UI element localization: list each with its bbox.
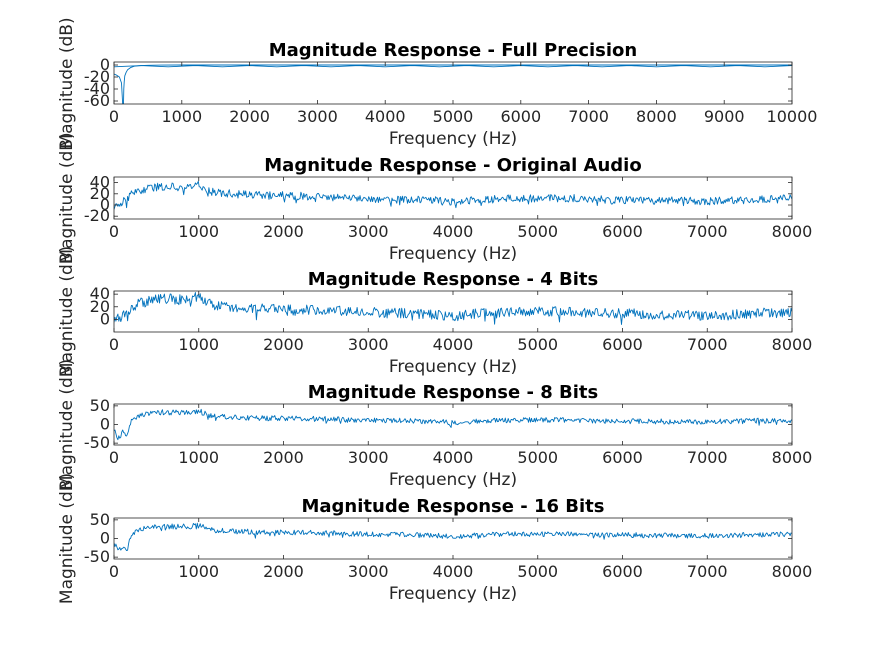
x-tick-label: 5000 <box>517 335 558 354</box>
y-axis-label: Magnitude (dB) <box>57 359 77 490</box>
series-line <box>114 180 792 210</box>
y-axis-label: Magnitude (dB) <box>57 17 77 148</box>
x-tick-label: 7000 <box>687 335 728 354</box>
x-tick-label: 3000 <box>297 107 338 126</box>
y-tick-label: 40 <box>90 284 110 303</box>
subplot-4: 0 1000 2000 3000 4000 5000 6000 7000 8000-50050M… <box>57 359 812 490</box>
plot-area <box>114 177 792 219</box>
y-tick-label: 0 <box>100 195 110 214</box>
series-line <box>114 522 792 552</box>
x-tick-label: 3000 <box>348 562 389 581</box>
chart-title: Magnitude Response - 16 Bits <box>301 496 604 517</box>
y-axis-label: Magnitude (dB) <box>57 246 77 377</box>
chart-title: Magnitude Response - Full Precision <box>269 40 637 61</box>
x-tick-label: 8000 <box>772 222 813 241</box>
x-tick-label: 10000 <box>767 107 818 126</box>
x-tick-label: 9000 <box>704 107 745 126</box>
x-tick-label: 2000 <box>263 562 304 581</box>
x-tick-label: 0 <box>109 335 119 354</box>
series-group <box>114 180 792 210</box>
plot-area <box>114 62 792 104</box>
y-tick-label: 50 <box>90 510 110 529</box>
series-line <box>114 292 792 325</box>
x-axis-label: Frequency (Hz) <box>389 470 517 490</box>
y-axis-label: Magnitude (dB) <box>57 473 77 604</box>
x-tick-label: 6000 <box>500 107 541 126</box>
x-tick-label: 4000 <box>365 107 406 126</box>
y-tick-label: 20 <box>90 297 110 316</box>
x-tick-label: 4000 <box>433 222 474 241</box>
x-axis-label: Frequency (Hz) <box>389 584 517 604</box>
x-tick-label: 7000 <box>568 107 609 126</box>
x-tick-label: 6000 <box>602 448 643 467</box>
x-tick-label: 4000 <box>433 335 474 354</box>
y-tick-label: 0 <box>100 309 110 328</box>
series-group <box>114 64 792 104</box>
x-tick-label: 8000 <box>772 562 813 581</box>
x-tick-label: 2000 <box>263 448 304 467</box>
chart-title: Magnitude Response - 8 Bits <box>308 382 598 403</box>
x-tick-label: 1000 <box>178 448 219 467</box>
x-tick-label: 3000 <box>348 222 389 241</box>
x-tick-label: 5000 <box>517 222 558 241</box>
x-tick-label: 5000 <box>517 562 558 581</box>
y-tick-label: 0 <box>100 415 110 434</box>
y-tick-label: 20 <box>90 184 110 203</box>
x-tick-label: 0 <box>109 107 119 126</box>
chart-title: Magnitude Response - 4 Bits <box>308 269 598 290</box>
x-axis-label: Frequency (Hz) <box>389 244 517 264</box>
subplot-5: 0 1000 2000 3000 4000 5000 6000 7000 8000-50050M… <box>57 473 812 604</box>
x-tick-label: 2000 <box>263 335 304 354</box>
plot-area <box>114 404 792 445</box>
series-group <box>114 408 792 441</box>
x-tick-label: 3000 <box>348 335 389 354</box>
x-tick-label: 0 <box>109 562 119 581</box>
x-tick-label: 2000 <box>229 107 270 126</box>
x-tick-label: 1000 <box>161 107 202 126</box>
series-line <box>114 408 792 441</box>
subplot-1: 0 1000 2000 3000 4000 5000 6000 7000 8000 9000 100… <box>57 17 817 149</box>
plot-area <box>114 291 792 332</box>
x-tick-label: 2000 <box>263 222 304 241</box>
y-tick-label: -40 <box>84 79 110 98</box>
x-tick-label: 1000 <box>178 222 219 241</box>
y-tick-label: 0 <box>100 529 110 548</box>
x-tick-label: 8000 <box>772 448 813 467</box>
series-line <box>114 65 792 68</box>
y-tick-label: -50 <box>84 433 110 452</box>
chart-title: Magnitude Response - Original Audio <box>264 155 641 176</box>
x-tick-label: 0 <box>109 448 119 467</box>
x-tick-label: 5000 <box>517 448 558 467</box>
y-tick-label: 40 <box>90 173 110 192</box>
x-tick-label: 7000 <box>687 562 728 581</box>
y-tick-label: -20 <box>84 206 110 225</box>
x-tick-label: 4000 <box>433 562 474 581</box>
y-tick-label: 50 <box>90 396 110 415</box>
x-tick-label: 6000 <box>602 562 643 581</box>
x-tick-label: 3000 <box>348 448 389 467</box>
x-tick-label: 5000 <box>433 107 474 126</box>
series-group <box>114 522 792 552</box>
y-tick-label: -50 <box>84 547 110 566</box>
x-tick-label: 1000 <box>178 335 219 354</box>
x-tick-label: 8000 <box>772 335 813 354</box>
y-tick-label: 0 <box>100 55 110 74</box>
x-tick-label: 7000 <box>687 222 728 241</box>
y-axis-label: Magnitude (dB) <box>57 132 77 263</box>
x-axis-label: Frequency (Hz) <box>389 129 517 149</box>
y-tick-label: -20 <box>84 67 110 86</box>
y-tick-label: -60 <box>84 91 110 110</box>
series-group <box>114 292 792 325</box>
x-tick-label: 6000 <box>602 222 643 241</box>
x-tick-label: 4000 <box>433 448 474 467</box>
x-axis-label: Frequency (Hz) <box>389 357 517 377</box>
x-tick-label: 7000 <box>687 448 728 467</box>
x-tick-label: 1000 <box>178 562 219 581</box>
x-tick-label: 6000 <box>602 335 643 354</box>
subplot-3: 0 1000 2000 3000 4000 5000 6000 7000 800002040Ma… <box>57 246 812 377</box>
subplot-2: 0 1000 2000 3000 4000 5000 6000 7000 8000-200204… <box>57 132 812 264</box>
x-tick-label: 8000 <box>636 107 677 126</box>
x-tick-label: 0 <box>109 222 119 241</box>
